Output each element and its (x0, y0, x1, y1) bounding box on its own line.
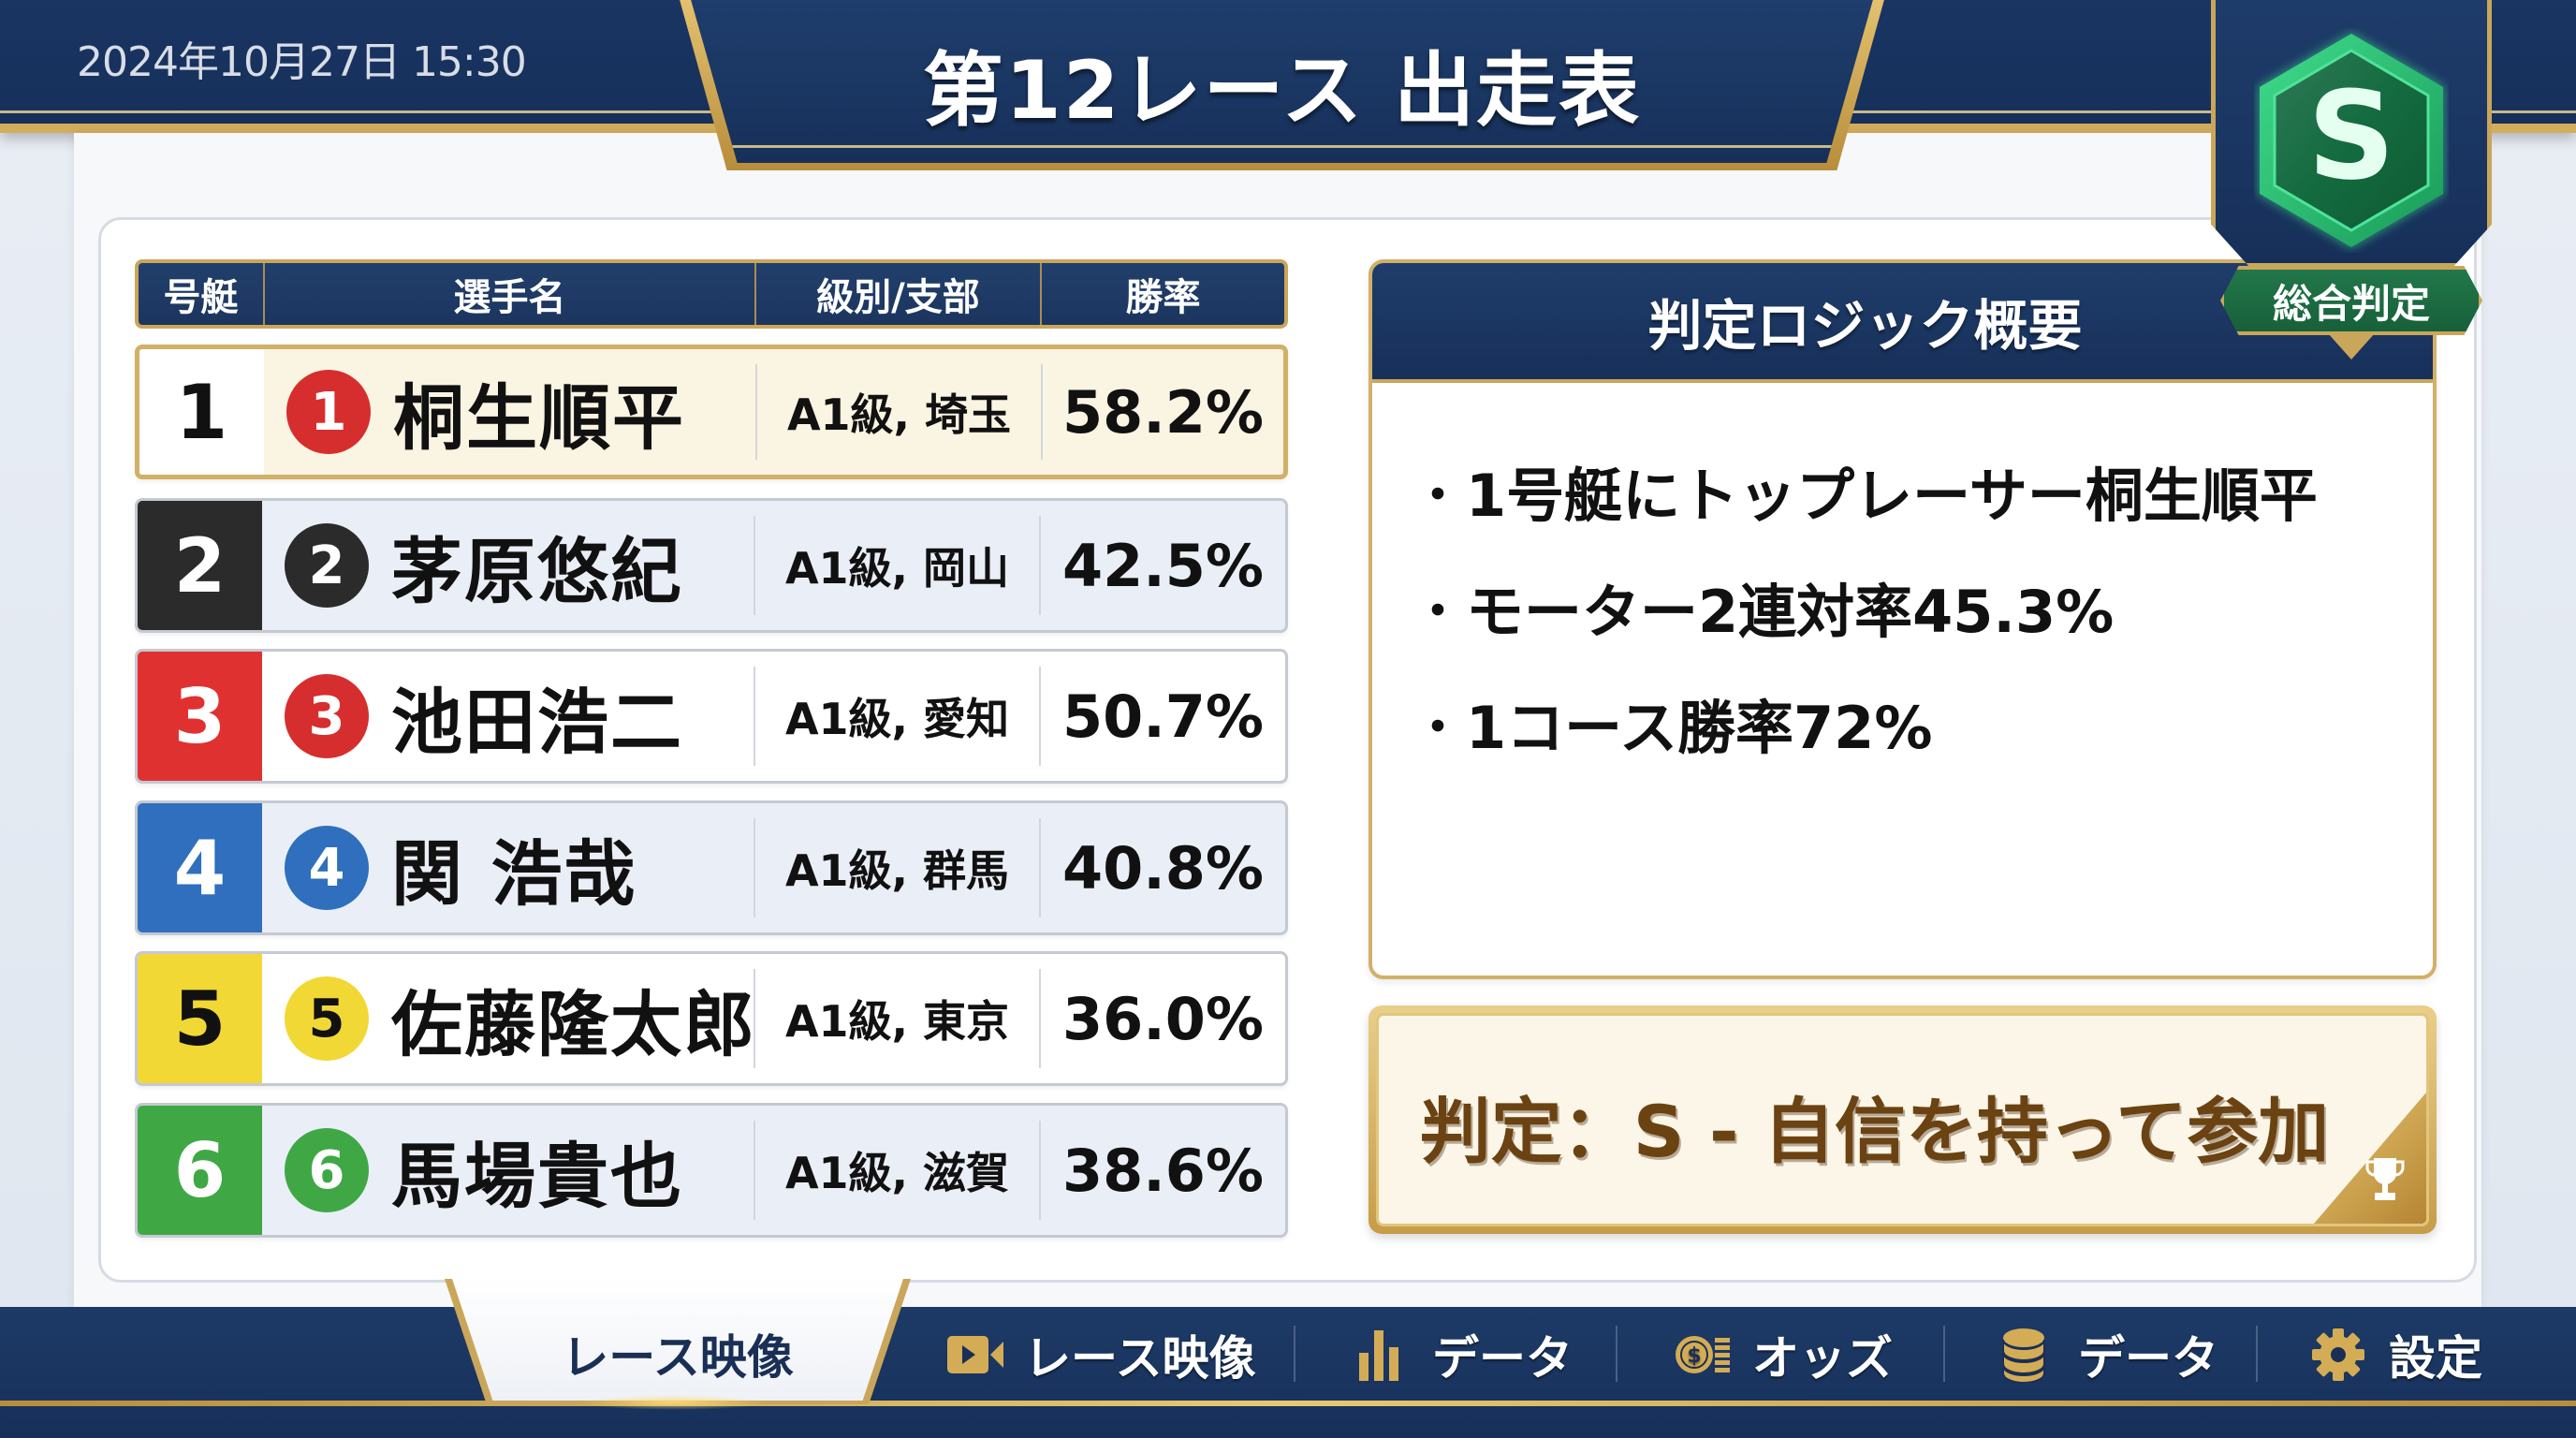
logic-summary-panel: 判定ロジック概要 ・ 1号艇にトップレーサー桐生順平 ・モーター2連対率45.3%… (1368, 259, 2437, 979)
nav-tab-active-race-video[interactable]: レース映像 (452, 1279, 903, 1401)
grade-hexagon-icon: S (2258, 32, 2445, 249)
nav-separator (1616, 1326, 1617, 1382)
boat-number: 5 (138, 954, 262, 1083)
table-row[interactable]: 6 6 馬場貴也 A1級, 滋賀 38.6% (135, 1103, 1288, 1238)
class-branch: A1級, 埼玉 (755, 364, 1041, 460)
name-cell: 3 池田浩二 (262, 652, 754, 781)
boat-number-circle-icon: 2 (285, 523, 369, 608)
class-branch: A1級, 愛知 (754, 667, 1039, 766)
win-rate: 58.2% (1041, 364, 1283, 460)
nav-item-data-2[interactable]: データ (1999, 1322, 2218, 1387)
nav-item-label: オッズ (1752, 1331, 1893, 1386)
class-branch: A1級, 滋賀 (754, 1121, 1039, 1220)
racer-name: 佐藤隆太郎 (391, 983, 756, 1066)
nav-item-settings[interactable]: 設定 (2310, 1322, 2482, 1387)
win-rate: 50.7% (1039, 667, 1285, 766)
bullet-icon: ・ (1412, 699, 1462, 756)
datetime: 2024年10月27日 15:30 (77, 38, 527, 86)
nav-separator (1294, 1326, 1295, 1382)
verdict-inner: 判定：S - 自信を持って参加 (1376, 1013, 2429, 1226)
table-header: 号艇 選手名 級別/支部 勝率 (135, 259, 1288, 329)
class-branch: A1級, 群馬 (754, 818, 1039, 917)
overall-grade-badge: S 総合判定 (2211, 0, 2492, 370)
boat-number: 2 (138, 501, 262, 630)
verdict-text: 判定：S - 自信を持って参加 (1419, 1090, 2330, 1173)
active-tab-glow (580, 1395, 768, 1410)
name-cell: 5 佐藤隆太郎 (262, 954, 754, 1083)
boat-number: 4 (138, 803, 262, 932)
bullet-icon: ・ (1412, 467, 1462, 524)
logic-item: ・ 1コース勝率72% (1410, 681, 2433, 765)
table-row[interactable]: 3 3 池田浩二 A1級, 愛知 50.7% (135, 649, 1288, 784)
trophy-icon (2365, 1158, 2405, 1200)
bullet-icon: ・ (1412, 583, 1462, 640)
grade-letter: S (2307, 65, 2395, 207)
boat-number-circle-icon: 3 (285, 674, 369, 758)
badge-label: 総合判定 (2220, 266, 2482, 335)
name-cell: 2 茅原悠紀 (262, 501, 754, 630)
class-branch: A1級, 岡山 (754, 516, 1039, 615)
nav-item-odds[interactable]: $ オッズ (1674, 1322, 1893, 1387)
nav-item-data[interactable]: データ (1354, 1322, 1573, 1387)
nav-item-race-video[interactable]: レース映像 (945, 1322, 1256, 1387)
nav-item-label: レース映像 (1024, 1331, 1256, 1386)
gear-icon (2312, 1328, 2364, 1381)
verdict-box[interactable]: 判定：S - 自信を持って参加 (1368, 1005, 2437, 1234)
table-row[interactable]: 5 5 佐藤隆太郎 A1級, 東京 36.0% (135, 951, 1288, 1086)
badge-pointer-icon (2328, 333, 2375, 360)
win-rate: 36.0% (1039, 969, 1285, 1068)
boat-number: 1 (139, 349, 264, 475)
column-header-boat: 号艇 (163, 276, 239, 319)
bottom-nav: レース映像 レース映像 データ $ オッズ (0, 1279, 2576, 1438)
win-rate: 40.8% (1039, 818, 1285, 917)
boat-number-circle-icon: 5 (285, 976, 369, 1061)
title-tab-line (690, 145, 1874, 148)
racer-name: 茅原悠紀 (391, 530, 683, 613)
database-icon (2002, 1328, 2045, 1383)
boat-number-circle-icon: 1 (286, 370, 371, 454)
win-rate: 38.6% (1039, 1121, 1285, 1220)
video-camera-icon (947, 1336, 1003, 1373)
boat-number-circle-icon: 4 (285, 826, 369, 910)
nav-separator (2256, 1326, 2258, 1382)
table-row[interactable]: 2 2 茅原悠紀 A1級, 岡山 42.5% (135, 498, 1288, 633)
column-header-class: 級別/支部 (754, 263, 1040, 325)
racer-name: 桐生順平 (393, 376, 685, 460)
logic-item-text: 1号艇にトップレーサー桐生順平 (1466, 462, 2318, 530)
page-title: 第12レース 出走表 (922, 44, 1642, 138)
win-rate: 42.5% (1039, 516, 1285, 615)
bar-chart-icon (1359, 1330, 1398, 1381)
nav-item-label: 設定 (2389, 1331, 2482, 1386)
racer-name: 馬場貴也 (391, 1135, 683, 1218)
boat-number: 3 (138, 652, 262, 781)
column-header-name: 選手名 (263, 263, 754, 325)
name-cell: 4 関 浩哉 (262, 803, 754, 932)
class-branch: A1級, 東京 (754, 969, 1039, 1068)
name-cell: 6 馬場貴也 (262, 1106, 754, 1235)
nav-item-label: データ (1432, 1331, 1573, 1386)
logic-item: ・ 1号艇にトップレーサー桐生順平 (1410, 448, 2433, 533)
nav-separator (1943, 1326, 1945, 1382)
table-row[interactable]: 4 4 関 浩哉 A1級, 群馬 40.8% (135, 800, 1288, 935)
racer-name: 池田浩二 (391, 681, 683, 764)
column-header-win-rate: 勝率 (1040, 263, 1284, 325)
logic-list: ・ 1号艇にトップレーサー桐生順平 ・モーター2連対率45.3% ・ 1コース勝率7… (1372, 383, 2433, 765)
coin-stack-icon: $ (1676, 1336, 1730, 1373)
boat-number: 6 (138, 1106, 262, 1235)
nav-gold-line (0, 1401, 2576, 1406)
logic-item-text: 1コース勝率72% (1466, 694, 1933, 762)
svg-text:$: $ (1687, 1344, 1701, 1368)
racer-name: 関 浩哉 (391, 832, 637, 916)
logic-item: ・モーター2連対率45.3% (1410, 565, 2433, 649)
title-tab: 第12レース 出走表 (690, 0, 1874, 163)
nav-item-label: データ (2078, 1331, 2218, 1386)
boat-number-circle-icon: 6 (285, 1128, 369, 1212)
table-row[interactable]: 1 1 桐生順平 A1級, 埼玉 58.2% (135, 345, 1288, 479)
name-cell: 1 桐生順平 (264, 349, 755, 475)
logic-item-text: モーター2連対率45.3% (1466, 578, 2115, 646)
